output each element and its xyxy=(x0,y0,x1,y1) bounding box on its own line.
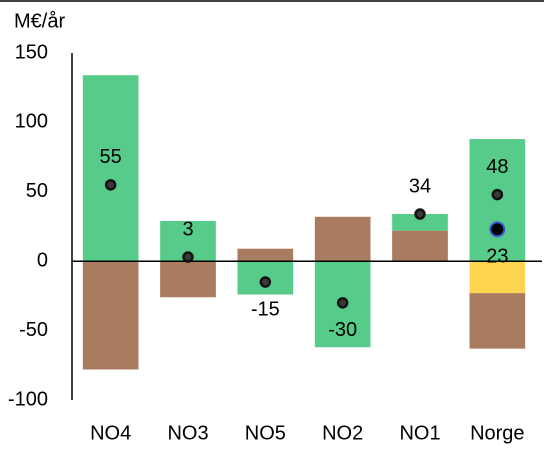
marker-label: 34 xyxy=(409,175,431,197)
marker-label: -15 xyxy=(251,298,280,320)
marker-label: 3 xyxy=(182,218,193,240)
y-tick-label: 100 xyxy=(15,111,48,133)
y-tick-label: -50 xyxy=(19,319,48,341)
marker xyxy=(414,208,426,220)
bar xyxy=(392,230,448,262)
y-tick-label: 0 xyxy=(37,249,48,271)
marker-label: 23 xyxy=(486,246,508,268)
bar xyxy=(469,293,526,349)
y-tick-label: 150 xyxy=(15,41,48,63)
bar xyxy=(314,216,371,262)
marker-label: -30 xyxy=(328,319,357,341)
x-tick-label: NO4 xyxy=(90,422,131,444)
marker-label: 48 xyxy=(486,156,508,178)
marker xyxy=(259,276,272,288)
bar xyxy=(392,214,448,231)
x-tick-label: NO5 xyxy=(245,422,286,444)
y-tick-label: -100 xyxy=(8,388,48,410)
marker-label: 55 xyxy=(100,146,122,168)
bar xyxy=(82,261,139,370)
marker xyxy=(336,297,349,309)
x-tick-label: Norge xyxy=(470,422,524,444)
y-tick-label: 50 xyxy=(26,180,48,202)
bar xyxy=(237,248,294,262)
bar xyxy=(160,261,216,298)
bar xyxy=(82,75,139,262)
marker xyxy=(182,251,194,263)
marker xyxy=(491,188,504,201)
x-tick-label: NO3 xyxy=(167,422,208,444)
y-axis-label: M€/år xyxy=(14,10,65,32)
marker xyxy=(104,179,117,191)
x-tick-label: NO1 xyxy=(399,422,440,444)
bar xyxy=(469,261,526,294)
x-tick-label: NO2 xyxy=(322,422,363,444)
marker xyxy=(489,221,506,238)
